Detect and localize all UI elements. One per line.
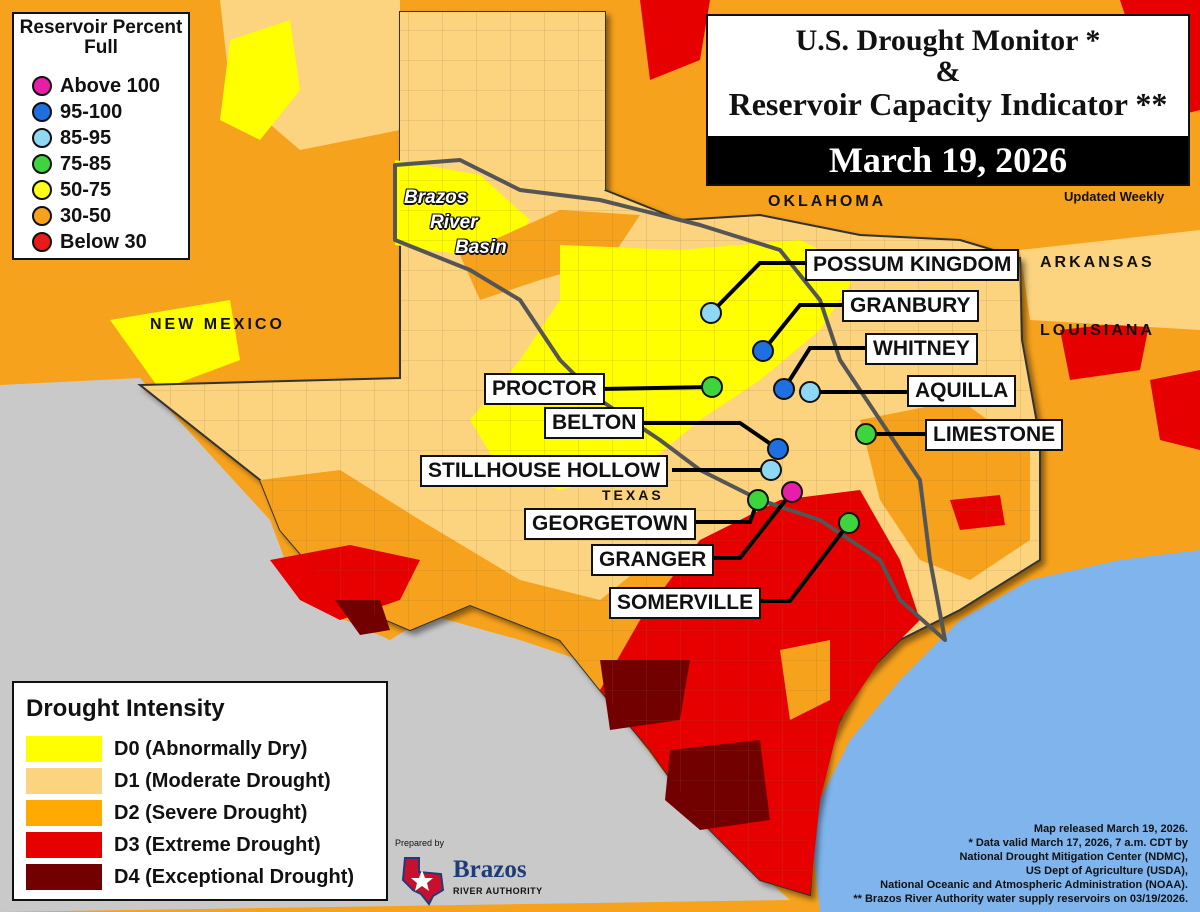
drought-legend-item: D0 (Abnormally Dry) — [26, 735, 307, 763]
label-granger[interactable]: GRANGER — [591, 544, 715, 576]
county-grid — [140, 12, 1040, 895]
gulf-of-mexico — [810, 550, 1200, 912]
dot-possum-kingdom[interactable] — [700, 302, 722, 324]
label-stillhouse-hollow[interactable]: STILLHOUSE HOLLOW — [420, 455, 669, 487]
title-date: March 19, 2026 — [708, 136, 1188, 184]
dot-granbury[interactable] — [752, 340, 774, 362]
brazos-basin-outline — [393, 158, 947, 642]
credit-line: ** Brazos River Authority water supply r… — [853, 893, 1188, 905]
drought-legend: Drought Intensity D0 (Abnormally Dry) D1 … — [12, 681, 388, 901]
reservoir-legend-item: Above 100 — [32, 74, 160, 98]
credit-line: Map released March 19, 2026. — [1033, 823, 1188, 835]
reservoir-legend-label: Above 100 — [60, 74, 161, 97]
credit-line: National Oceanic and Atmospheric Adminis… — [880, 879, 1188, 891]
title-line2: Reservoir Capacity Indicator ** — [728, 86, 1168, 122]
label-whitney[interactable]: WHITNEY — [865, 333, 978, 365]
legend-dot-icon — [32, 232, 52, 252]
updated-weekly-note: Updated Weekly — [1064, 189, 1165, 204]
drought-legend-item: D4 (Exceptional Drought) — [26, 863, 354, 891]
drought-swatch — [26, 832, 102, 858]
drought-legend-label: D2 (Severe Drought) — [114, 801, 308, 824]
dot-proctor[interactable] — [701, 376, 723, 398]
credit-line: National Drought Mitigation Center (NDMC… — [959, 851, 1188, 863]
label-belton[interactable]: BELTON — [544, 407, 645, 439]
reservoir-legend-label: 85-95 — [60, 126, 112, 149]
reservoir-legend-title: Reservoir Percent Full — [19, 17, 183, 58]
dot-granger[interactable] — [781, 481, 803, 503]
dot-georgetown[interactable] — [747, 489, 769, 511]
drought-legend-label: D3 (Extreme Drought) — [114, 833, 321, 856]
state-label-louisiana: LOUISIANA — [1040, 322, 1155, 339]
region-d0 — [110, 300, 240, 390]
basin-label-line2: River — [430, 212, 478, 233]
reservoir-legend-label: 30-50 — [60, 204, 112, 227]
basin-label-line3: Basin — [455, 237, 507, 258]
reservoir-legend: Reservoir Percent Full Above 100 95-100 85… — [12, 12, 190, 260]
credit-line: US Dept of Agriculture (USDA), — [1025, 865, 1188, 877]
region-d1 — [1020, 230, 1200, 330]
reservoir-legend-item: 75-85 — [32, 152, 111, 176]
state-label-arkansas: ARKANSAS — [1040, 254, 1155, 271]
reservoir-legend-label: 50-75 — [60, 178, 112, 201]
brazos-river-authority-logo: Prepared by Brazos RIVER AUTHORITY — [395, 838, 545, 906]
dot-stillhouse-hollow[interactable] — [760, 459, 782, 481]
region-d0 — [220, 20, 300, 140]
dot-limestone[interactable] — [855, 423, 877, 445]
dot-whitney[interactable] — [773, 378, 795, 400]
reservoir-legend-label: Below 30 — [60, 230, 147, 253]
reservoir-legend-label: 95-100 — [60, 100, 123, 123]
basin-label-line1: Brazos — [404, 187, 468, 208]
prepared-by-label: Prepared by — [395, 838, 445, 848]
drought-legend-title: Drought Intensity — [26, 695, 225, 722]
texas-star-icon — [401, 857, 445, 906]
drought-legend-item: D1 (Moderate Drought) — [26, 767, 331, 795]
dot-belton[interactable] — [767, 438, 789, 460]
reservoir-legend-item: Below 30 — [32, 230, 147, 254]
region-d3 — [1060, 320, 1150, 380]
region-d3 — [1150, 370, 1200, 450]
dot-aquilla[interactable] — [799, 381, 821, 403]
legend-dot-icon — [32, 206, 52, 226]
drought-legend-item: D2 (Severe Drought) — [26, 799, 307, 827]
legend-dot-icon — [32, 128, 52, 148]
logo-subtitle: RIVER AUTHORITY — [453, 886, 543, 896]
credit-line: * Data valid March 17, 2026, 7 a.m. CDT … — [968, 837, 1188, 849]
label-somerville[interactable]: SOMERVILLE — [609, 587, 762, 619]
label-possum-kingdom[interactable]: POSSUM KINGDOM — [805, 249, 1020, 281]
drought-swatch — [26, 800, 102, 826]
drought-legend-label: D4 (Exceptional Drought) — [114, 865, 355, 888]
reservoir-legend-item: 85-95 — [32, 126, 111, 150]
drought-swatch — [26, 768, 102, 794]
reservoir-dots — [700, 302, 877, 534]
drought-legend-label: D0 (Abnormally Dry) — [114, 737, 308, 760]
title-ampersand: & — [935, 55, 961, 88]
legend-dot-icon — [32, 102, 52, 122]
label-proctor[interactable]: PROCTOR — [484, 373, 605, 405]
legend-dot-icon — [32, 180, 52, 200]
drought-swatch — [26, 864, 102, 890]
legend-dot-icon — [32, 76, 52, 96]
logo-name: Brazos — [453, 856, 527, 883]
label-aquilla[interactable]: AQUILLA — [907, 375, 1017, 407]
state-label-oklahoma: OKLAHOMA — [768, 193, 887, 210]
label-granbury[interactable]: GRANBURY — [842, 290, 979, 322]
region-d3 — [640, 0, 710, 80]
label-georgetown[interactable]: GEORGETOWN — [524, 508, 696, 540]
label-limestone[interactable]: LIMESTONE — [925, 419, 1064, 451]
reservoir-legend-item: 50-75 — [32, 178, 111, 202]
legend-dot-icon — [32, 154, 52, 174]
drought-legend-item: D3 (Extreme Drought) — [26, 831, 321, 859]
title-box: U.S. Drought Monitor * & Reservoir Capac… — [706, 14, 1190, 186]
drought-swatch — [26, 736, 102, 762]
title-line1: U.S. Drought Monitor * — [795, 24, 1101, 57]
reservoir-legend-label: 75-85 — [60, 152, 112, 175]
credits: Map released March 19, 2026. * Data vali… — [853, 822, 1188, 906]
reservoir-legend-item: 30-50 — [32, 204, 111, 228]
drought-legend-label: D1 (Moderate Drought) — [114, 769, 331, 792]
state-label-texas: TEXAS — [602, 487, 664, 503]
dot-somerville[interactable] — [838, 512, 860, 534]
state-label-new-mexico: NEW MEXICO — [150, 316, 285, 333]
reservoir-legend-item: 95-100 — [32, 100, 122, 124]
